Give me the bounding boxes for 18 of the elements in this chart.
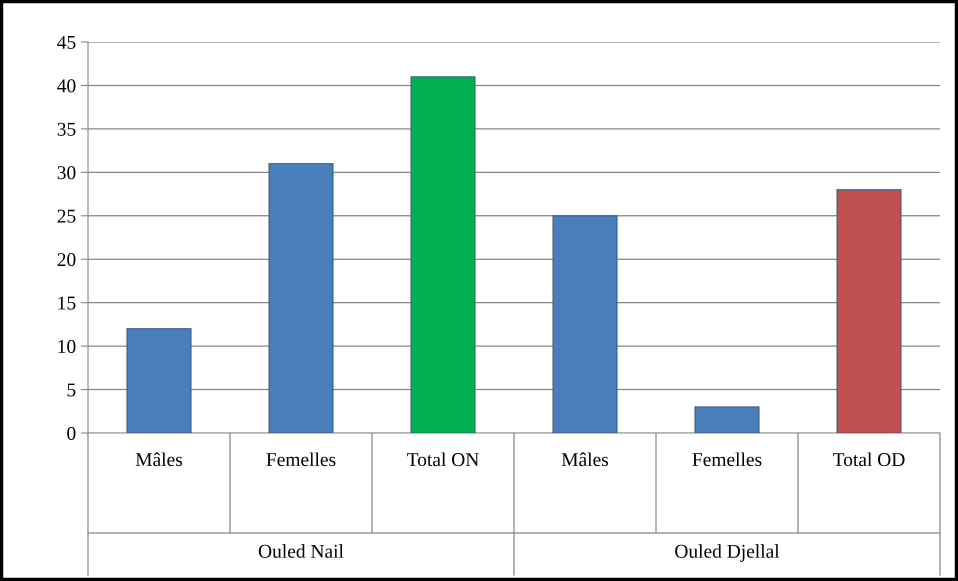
x-tick-label: Femelles [692, 452, 762, 466]
x-tick-label: Femelles [266, 452, 336, 466]
y-tick-label: 40 [57, 79, 76, 92]
x-tick-label: Total OD [833, 452, 905, 466]
y-tick-label: 5 [68, 384, 76, 396]
text: Ouled Djellal [675, 544, 780, 562]
x-tick-label: Mâles [136, 452, 182, 466]
y-tick-label: 10 [58, 340, 76, 354]
x-tick-label: Total ON [407, 452, 479, 466]
y-tick-label: 0 [67, 426, 76, 440]
y-tick-label: 35 [58, 122, 76, 136]
y-tick-label: 45 [57, 36, 76, 49]
text: Ouled Nail [258, 544, 344, 558]
y-tick-label: 25 [58, 210, 76, 223]
x-tick-label: Mâles [562, 452, 608, 466]
y-tick-label: 15 [58, 296, 76, 310]
y-tick-label: 20 [58, 253, 76, 266]
y-tick-label: 30 [58, 166, 76, 180]
